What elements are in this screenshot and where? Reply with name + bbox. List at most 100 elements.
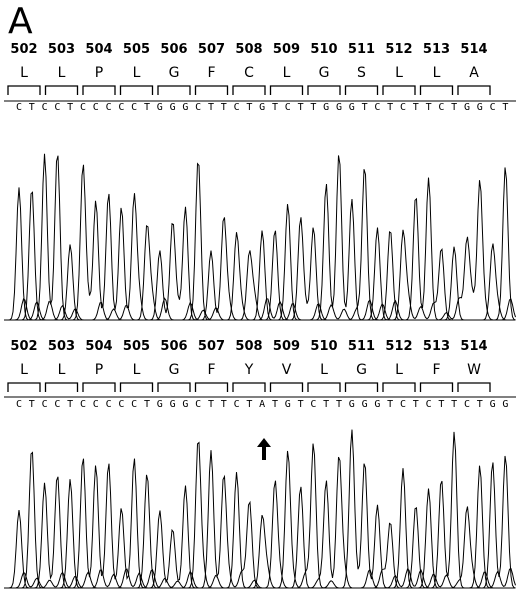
base-call: T: [67, 399, 74, 410]
codon-bracket: [457, 382, 491, 392]
base-call: G: [489, 399, 496, 410]
amino-acid: L: [395, 65, 403, 81]
trace-channel-G: [4, 155, 516, 321]
base-call: G: [476, 102, 483, 113]
base-call: C: [105, 102, 112, 113]
codon-bracket: [232, 382, 266, 392]
codon-number: 504: [85, 42, 113, 57]
amino-acid: V: [281, 362, 292, 378]
amino-acid: G: [168, 362, 180, 378]
codon-bracket: [157, 382, 191, 392]
base-call: G: [156, 399, 163, 410]
base-call: T: [246, 399, 253, 410]
base-call: C: [131, 102, 138, 113]
codon-bracket: [457, 85, 491, 95]
amino-acid: F: [207, 362, 216, 378]
codon-number: 511: [347, 339, 376, 354]
base-call: G: [259, 102, 266, 113]
base-call: T: [361, 102, 368, 113]
base-call: T: [143, 399, 151, 410]
codon-number: 505: [122, 42, 151, 57]
base-call: C: [92, 102, 99, 113]
codon-bracket: [419, 382, 454, 392]
base-call: C: [425, 399, 432, 410]
amino-acid: A: [469, 65, 479, 81]
base-call: T: [412, 399, 419, 410]
amino-acid: F: [432, 362, 441, 378]
codon-bracket: [269, 382, 304, 392]
amino-acid: L: [57, 362, 66, 378]
codon-number: 504: [85, 339, 113, 354]
amino-acid: L: [282, 65, 291, 81]
codon-number: 509: [272, 339, 301, 354]
amino-acid: L: [20, 362, 28, 378]
base-call: C: [41, 399, 48, 410]
codon-number: 502: [10, 42, 38, 57]
base-call: T: [220, 102, 227, 113]
base-call: T: [207, 102, 215, 113]
base-call: T: [271, 102, 279, 113]
base-call: C: [54, 102, 61, 113]
codon-number: 507: [197, 42, 226, 57]
base-call: T: [297, 102, 304, 113]
mutation-arrow-icon: [257, 438, 271, 460]
base-call: C: [233, 399, 240, 410]
base-call: C: [79, 399, 87, 410]
codon-bracket: [307, 85, 341, 95]
codon-number: 503: [47, 339, 76, 354]
base-call: G: [284, 399, 291, 410]
base-call: C: [54, 399, 61, 410]
codon-number: 506: [160, 42, 188, 57]
base-call: T: [476, 399, 483, 410]
base-call: C: [399, 399, 407, 410]
amino-acid: P: [94, 362, 104, 378]
base-call: T: [67, 102, 74, 113]
panel-label: A: [8, 1, 33, 42]
base-call: G: [156, 102, 163, 113]
base-call: G: [374, 399, 381, 410]
base-call: C: [118, 102, 125, 113]
amino-acid: L: [132, 362, 141, 378]
codon-number: 507: [197, 339, 226, 354]
base-call: G: [348, 399, 355, 410]
trace-channel-C: [4, 153, 516, 321]
codon-number: 514: [460, 339, 488, 354]
base-call: A: [259, 399, 266, 410]
codon-number: 505: [122, 339, 151, 354]
amino-acid: P: [94, 65, 104, 81]
base-call: T: [310, 102, 317, 113]
codon-number: 510: [310, 42, 338, 57]
codon-number: 503: [47, 42, 76, 57]
base-call: C: [489, 102, 496, 113]
base-call: T: [425, 102, 432, 113]
base-call: T: [387, 102, 394, 113]
base-call: G: [323, 102, 330, 113]
base-call: C: [233, 102, 240, 113]
base-call: T: [387, 399, 394, 410]
amino-acid: W: [467, 362, 481, 378]
base-call: T: [246, 102, 253, 113]
codon-bracket: [194, 85, 229, 95]
codon-bracket: [382, 85, 416, 95]
base-call: T: [297, 399, 304, 410]
codon-bracket: [307, 382, 341, 392]
codon-number: 508: [235, 339, 263, 354]
base-call: C: [310, 399, 317, 410]
amino-acid: L: [320, 362, 328, 378]
codon-number: 513: [422, 339, 451, 354]
codon-bracket: [119, 85, 154, 95]
base-call: G: [502, 399, 509, 410]
codon-bracket: [232, 85, 266, 95]
base-call: C: [105, 399, 112, 410]
base-call: T: [220, 399, 227, 410]
base-call: T: [323, 399, 330, 410]
codon-number: 512: [385, 42, 413, 57]
codon-bracket: [7, 382, 41, 392]
base-call: C: [79, 102, 87, 113]
amino-acid: L: [132, 65, 141, 81]
base-call: T: [28, 102, 35, 113]
amino-acid: L: [432, 65, 441, 81]
base-call: T: [502, 102, 509, 113]
